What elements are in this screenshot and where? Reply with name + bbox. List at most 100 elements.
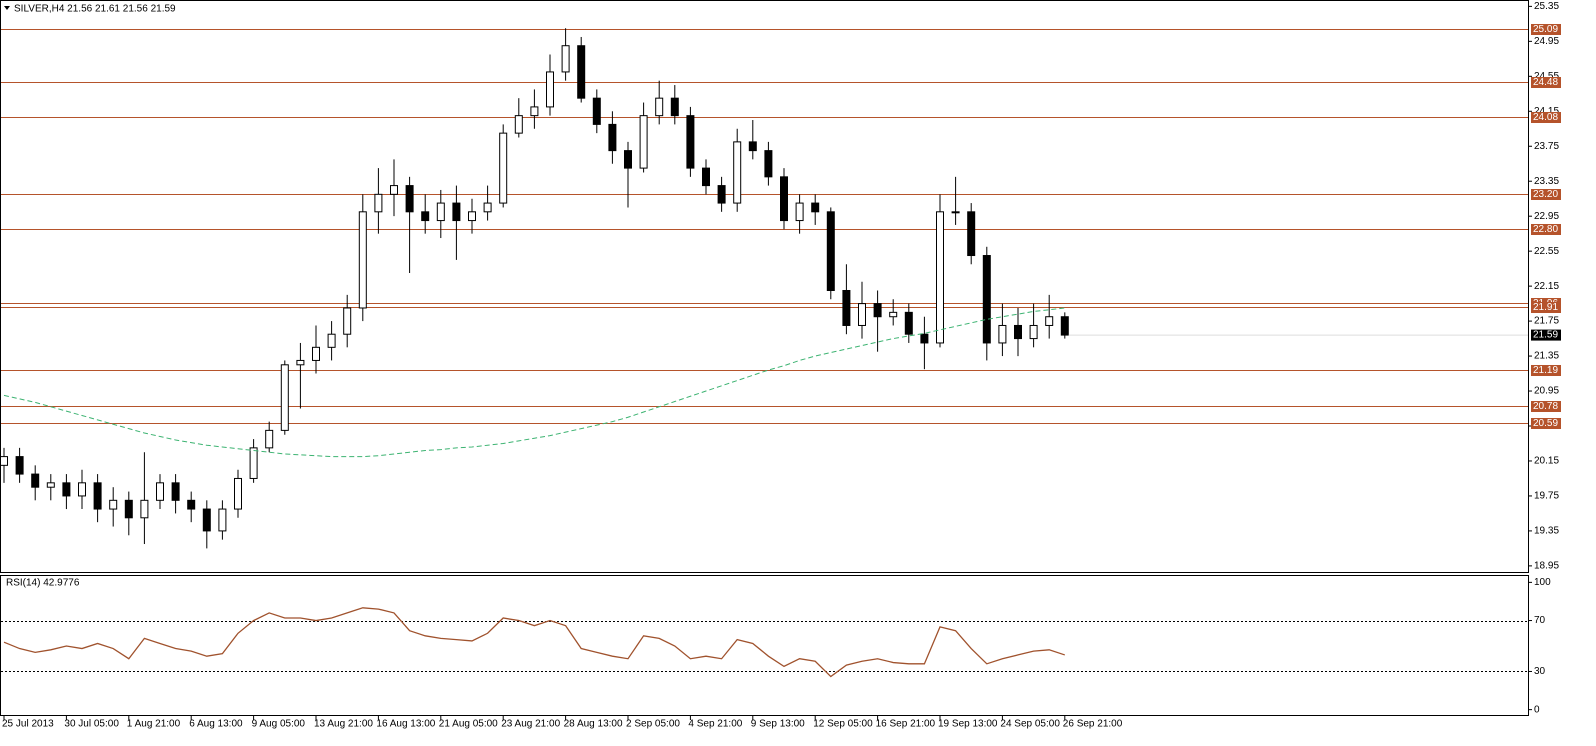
candle-body [748,141,757,152]
candle-body [561,45,570,73]
rsi-line [3,607,1066,678]
candle-body [889,311,898,318]
y-tick-label: 19.75 [1534,491,1559,502]
candle-body [312,346,320,361]
level-label-box [1531,24,1561,35]
y-tick-label: 19.35 [1534,526,1559,537]
candle-body [436,202,445,222]
x-tick-label: 2 Sep 05:00 [626,719,680,730]
level-label-box [1531,224,1561,235]
candle-body [218,508,227,532]
y-tick-label: 21.35 [1534,351,1559,362]
candle-body [764,150,773,178]
y-tick-label: 20.15 [1534,456,1559,467]
candle-body [733,141,742,204]
candle-body [577,45,586,99]
candle-body [374,193,383,213]
candle-body [124,499,133,519]
candle-body [702,167,710,187]
last-price-box [1531,329,1561,341]
candle-body [405,185,414,213]
candle-body [873,303,882,318]
candle-body [265,429,274,449]
x-tick-label: 28 Aug 13:00 [564,719,623,730]
level-label-box [1531,112,1561,123]
candle-body [46,482,55,488]
level-label-box [1531,401,1561,412]
candle-body [452,202,461,222]
y-tick-label: 0 [1534,704,1540,715]
candle-body [358,211,367,309]
x-tick-label: 16 Sep 21:00 [876,719,936,730]
candle-body [1014,324,1022,340]
candle-body [858,303,866,326]
y-tick-label: 23.35 [1534,176,1559,187]
y-tick-label: 70 [1534,615,1546,626]
chart-title: SILVER,H4 21.56 21.61 21.56 21.59 [14,4,176,15]
candle-body [499,132,508,204]
main-frame [0,0,1529,573]
x-tick-label: 30 Jul 05:00 [64,719,119,730]
candle-body [1045,316,1054,326]
x-tick-label: 9 Sep 13:00 [751,719,805,730]
candle-body [156,482,164,501]
level-label: 24.48 [1533,77,1558,88]
level-label: 21.19 [1533,365,1558,376]
candle-body [639,115,648,169]
candle-body [780,176,788,222]
candle-body [655,97,664,117]
x-tick-label: 24 Sep 05:00 [1000,719,1060,730]
candle-body [1029,324,1038,340]
candle-body [0,456,8,466]
level-label: 21.91 [1533,302,1558,313]
y-tick-label: 18.95 [1534,561,1559,572]
level-label-box [1531,302,1561,313]
x-tick-label: 25 Jul 2013 [2,719,54,730]
candle-body [421,211,430,222]
candle-body [15,456,24,475]
level-label: 22.80 [1533,224,1558,235]
level-label-box [1531,189,1561,200]
candle-body [904,311,913,335]
moving-average [3,307,1065,458]
level-label-box [1531,77,1561,88]
level-label-box [1531,365,1561,376]
last-price-label: 21.59 [1533,330,1558,341]
candle-body [936,211,944,344]
candle-body [62,482,71,497]
x-tick-label: 1 Aug 21:00 [127,719,181,730]
candle-body [842,289,851,326]
y-tick-label: 24.95 [1534,36,1559,47]
x-tick-label: 4 Sep 21:00 [688,719,742,730]
candle-body [249,447,258,479]
y-tick-label: 22.55 [1534,246,1559,257]
candle-body [31,473,40,488]
level-label-box [1531,418,1561,429]
candle-body [811,202,820,213]
x-tick-label: 23 Aug 21:00 [501,719,560,730]
level-label: 25.09 [1533,24,1558,35]
candle-body [717,185,726,204]
candle-body [234,477,242,510]
x-tick-label: 13 Aug 21:00 [314,719,373,730]
x-tick-label: 26 Sep 21:00 [1063,719,1123,730]
candle-body [686,115,695,169]
candle-body [624,150,632,169]
menu-arrow [4,6,10,10]
y-tick-label: 22.95 [1534,211,1559,222]
candle-body [280,364,289,431]
candle-body [546,71,554,108]
candle-body [998,324,1007,344]
level-label: 24.08 [1533,112,1558,123]
x-tick-label: 6 Aug 13:00 [189,719,243,730]
y-tick-label: 23.75 [1534,141,1559,152]
x-tick-label: 9 Aug 05:00 [252,719,306,730]
candle-body [592,97,601,125]
candle-body [795,202,804,222]
level-label: 20.78 [1533,401,1558,412]
x-tick-label: 16 Aug 13:00 [376,719,435,730]
candle-body [187,499,196,510]
candle-body [483,202,492,213]
candle-body [296,359,305,366]
